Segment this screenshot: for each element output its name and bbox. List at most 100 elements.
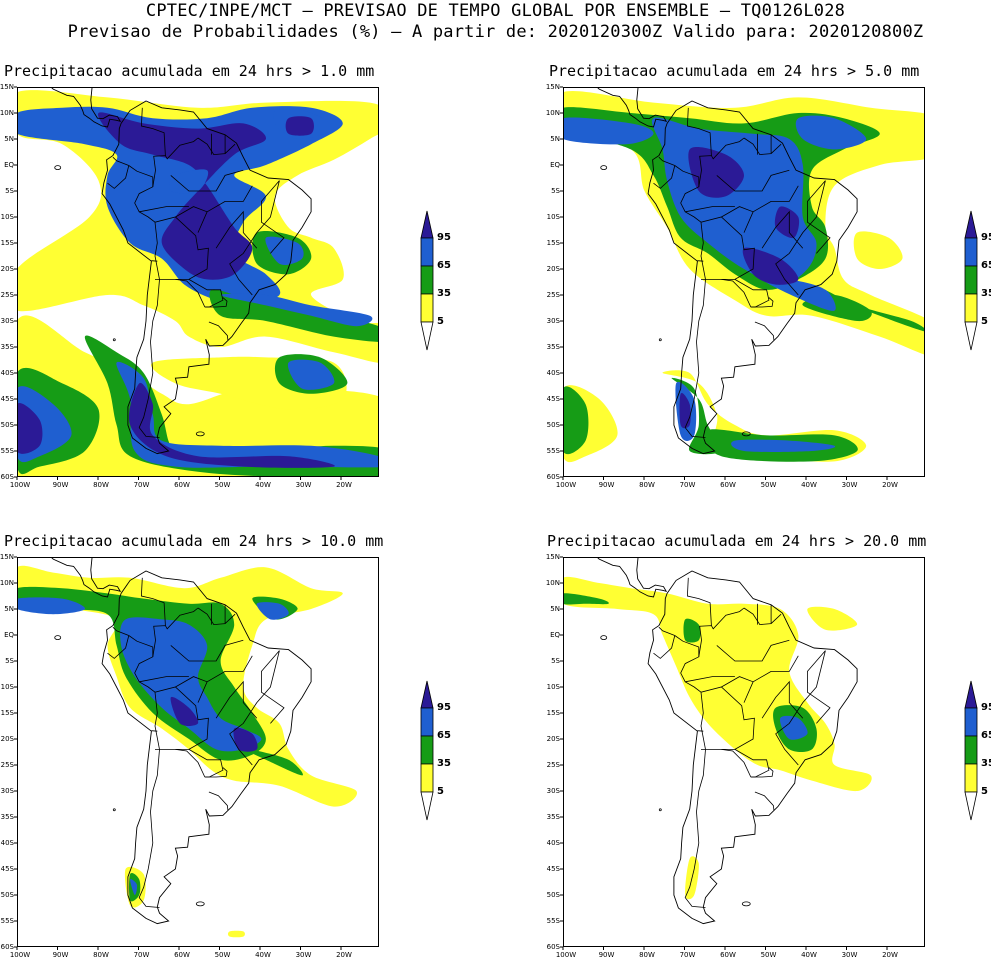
lon-tick-label: 100W	[9, 481, 31, 489]
lat-tick-label: 55S	[546, 447, 560, 455]
lat-tick-label: 25S	[0, 761, 14, 769]
colorbar-label: 95	[981, 702, 991, 713]
country-border	[750, 767, 774, 778]
country-border	[721, 279, 752, 308]
colorbar-35-box	[420, 265, 434, 295]
country-border	[750, 297, 774, 308]
probability-area-35	[209, 289, 379, 342]
map-svg	[14, 556, 379, 950]
country-border	[170, 169, 244, 192]
lat-tick-label: 10N	[0, 579, 14, 587]
country-border	[206, 655, 253, 683]
colorbar-svg	[420, 680, 434, 821]
map-panel-10mm: 15N 10N 5N EQ 5S 10S 15S 20S 25S 30S 35S 40S 45S 50S 5…	[0, 553, 379, 959]
country-border	[761, 210, 804, 249]
colorbar-label: 5	[981, 316, 988, 327]
colorbar-1: 95 65 35 5	[419, 210, 479, 351]
country-border	[754, 321, 775, 341]
probability-area-35	[563, 386, 589, 455]
colorbar-35-box	[964, 735, 978, 765]
lon-tick-label: 80W	[639, 481, 655, 489]
lat-tick-label: 15S	[546, 709, 560, 717]
country-border	[686, 107, 712, 156]
colorbar-label: 35	[981, 758, 991, 769]
lat-tick-label: 5N	[4, 605, 14, 613]
island-outline	[600, 635, 608, 640]
map-frame	[563, 557, 925, 947]
country-border	[775, 180, 831, 296]
map-panel-20mm: 15N 10N 5N EQ 5S 10S 15S 20S 25S 30S 35S 40S 45S 50S 5…	[546, 553, 925, 959]
lon-tick-label: 50W	[760, 951, 777, 959]
probability-area-65	[563, 117, 654, 145]
probability-area-95	[679, 392, 691, 429]
lat-tick-label: 55S	[546, 917, 560, 925]
lat-tick-label: 15N	[545, 553, 560, 561]
lat-tick-label: 10S	[0, 213, 14, 221]
lat-tick-label: EQ	[4, 631, 14, 639]
lat-tick-label: 5N	[550, 605, 560, 613]
colorbar-95-triangle	[964, 680, 978, 709]
country-border	[128, 165, 156, 223]
colorbar-95-triangle	[420, 680, 434, 709]
country-border	[700, 216, 755, 280]
country-border	[107, 165, 130, 189]
island-outline	[600, 165, 608, 170]
lat-tick-label: 40S	[546, 839, 560, 847]
colorbar-label: 5	[437, 316, 444, 327]
country-border	[138, 842, 160, 908]
lat-tick-label: 55S	[0, 917, 14, 925]
probability-area-65	[761, 277, 836, 311]
lat-tick-label: 45S	[0, 395, 14, 403]
country-border	[698, 607, 745, 657]
country-border	[754, 791, 775, 811]
lon-tick-label: 90W	[52, 481, 69, 489]
country-border	[696, 279, 706, 374]
colorbar-label: 35	[981, 288, 991, 299]
colorbar-5-box	[420, 293, 434, 323]
lat-tick-label: 40S	[0, 839, 14, 847]
lat-tick-label: 10N	[545, 109, 560, 117]
country-border	[229, 180, 285, 296]
country-border	[215, 210, 258, 249]
lat-tick-label: 15S	[0, 709, 14, 717]
country-border	[674, 635, 702, 693]
lat-tick-label: 60S	[546, 473, 560, 481]
panel-4-title: Precipitacao acumulada em 24 hrs > 20.0 …	[547, 532, 927, 550]
country-border	[752, 655, 799, 683]
probability-area-65	[168, 169, 209, 194]
coastline-central-america	[563, 557, 668, 598]
lat-tick-label: 5N	[550, 135, 560, 143]
probability-area-65	[17, 597, 85, 615]
colorbar-4: 95 65 35 5	[963, 680, 991, 821]
lat-tick-label: 55S	[0, 447, 14, 455]
colorbar-low-triangle	[420, 321, 434, 351]
lon-tick-label: 30W	[295, 951, 312, 959]
lat-tick-label: 50S	[0, 421, 14, 429]
country-border	[151, 730, 158, 732]
country-border	[175, 279, 206, 308]
probability-area-5	[853, 231, 903, 269]
colorbar-2: 95 65 35 5	[963, 210, 991, 351]
probability-area-65	[731, 439, 836, 452]
lat-tick-label: 35S	[546, 813, 560, 821]
lon-tick-label: 50W	[214, 951, 231, 959]
lon-tick-label: 100W	[555, 481, 577, 489]
figure-title: CPTEC/INPE/MCT – PREVISAO DE TEMPO GLOBA…	[145, 1, 846, 21]
country-border	[175, 749, 206, 778]
lat-tick-label: 5S	[5, 187, 14, 195]
country-border	[208, 321, 229, 341]
country-border	[721, 206, 754, 233]
probability-area-65	[265, 236, 304, 265]
colorbar-label: 35	[437, 288, 451, 299]
probability-area-95	[233, 727, 258, 752]
lat-tick-label: 45S	[0, 865, 14, 873]
map-svg	[560, 556, 925, 950]
lat-tick-label: 45S	[546, 395, 560, 403]
colorbar-35-box	[420, 735, 434, 765]
country-border	[674, 165, 702, 223]
colorbar-label: 95	[437, 232, 451, 243]
lat-tick-label: 10S	[0, 683, 14, 691]
country-border	[653, 635, 676, 659]
lon-tick-label: 100W	[555, 951, 577, 959]
lat-tick-label: 25S	[546, 761, 560, 769]
